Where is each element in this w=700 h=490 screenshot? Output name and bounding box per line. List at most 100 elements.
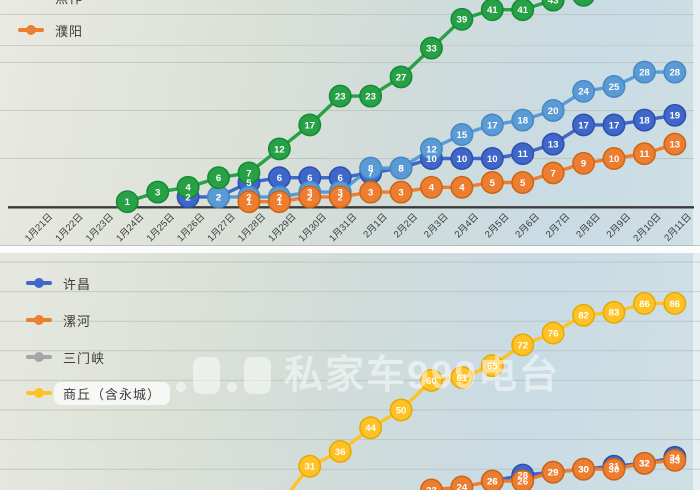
dark-blue-city-data-label: 19 <box>669 111 680 122</box>
shangqiu-data-point <box>480 354 504 378</box>
shangqiu-data-label: 82 <box>578 311 589 322</box>
puyang-data-label: 2 <box>338 192 343 203</box>
light-blue-city-data-point <box>541 99 565 122</box>
green-city-data-label: 43 <box>548 0 559 7</box>
light-blue-city-data-point <box>480 113 504 137</box>
x-axis-label: 1月27日 <box>206 211 238 244</box>
dark-blue-city-data-point <box>541 132 565 156</box>
light-blue-city-line <box>218 70 675 199</box>
luohe-data-label: 24 <box>457 482 468 490</box>
x-axis-label: 1月29日 <box>266 211 298 244</box>
light-blue-city-data-label: 24 <box>578 87 589 98</box>
luohe-data-point <box>572 457 596 481</box>
shangqiu-data-point <box>450 365 474 389</box>
watermark-logo-icon <box>244 357 271 394</box>
green-city-data-label: 33 <box>426 44 437 55</box>
x-axis-label: 1月24日 <box>114 211 146 244</box>
puyang-data-label: 5 <box>520 178 526 189</box>
green-city-data-label: 27 <box>396 72 407 83</box>
dark-blue-city-data-label: 18 <box>639 116 650 127</box>
light-blue-city-data-label: 2 <box>277 192 282 203</box>
x-axis-label: 2月10日 <box>631 211 663 244</box>
x-axis-label: 2月11日 <box>662 211 694 243</box>
legend-marker-icon <box>26 278 52 289</box>
x-axis-label: 1月25日 <box>145 211 177 244</box>
legend-item-xuchang: 许昌 <box>26 273 91 293</box>
light-blue-city-data-point <box>359 156 383 180</box>
dark-blue-city-data-point <box>663 103 687 127</box>
luohe-data-point <box>450 475 474 490</box>
shangqiu-data-label: 83 <box>609 308 620 319</box>
green-city-data-point <box>115 190 139 214</box>
x-axis-label: 1月26日 <box>175 211 207 244</box>
green-city-data-label: 7 <box>246 168 251 179</box>
xuchang-data-label: 34 <box>669 453 680 464</box>
green-city-data-point <box>511 0 535 22</box>
x-axis-label: 1月28日 <box>236 211 268 244</box>
green-city-data-point <box>176 175 200 199</box>
dark-blue-city-data-point <box>511 142 535 166</box>
dark-blue-city-data-label: 17 <box>578 120 589 131</box>
luohe-data-label: 23 <box>426 485 437 490</box>
light-blue-city-data-label: 17 <box>487 120 498 131</box>
shangqiu-data-point <box>420 368 443 392</box>
puyang-data-label: 11 <box>639 149 650 160</box>
bottom-chart-canvas: 2628293031323423242626293030323331364450… <box>0 261 700 490</box>
luohe-data-point <box>541 460 565 484</box>
shangqiu-data-point <box>328 439 352 463</box>
puyang-data-point <box>450 175 474 199</box>
watermark-dot-icon <box>176 382 186 392</box>
shangqiu-data-point <box>602 300 626 324</box>
x-axis-label: 1月30日 <box>297 211 329 244</box>
dark-blue-city-data-label: 10 <box>487 154 498 165</box>
green-city-data-point <box>359 84 383 108</box>
luohe-data-label: 32 <box>639 459 650 470</box>
light-blue-city-data-point <box>420 137 443 161</box>
xuchang-data-label: 26 <box>487 476 498 487</box>
legend-marker-icon <box>26 388 52 399</box>
legend-item-puyang: 濮阳 <box>18 20 83 40</box>
legend-label: 焦作 <box>55 0 83 7</box>
light-blue-city-data-label: 2 <box>216 192 221 203</box>
x-axis-label: 2月6日 <box>513 211 541 240</box>
dark-blue-city-data-label: 5 <box>246 178 252 189</box>
dark-blue-city-data-label: 10 <box>426 154 437 165</box>
puyang-data-point <box>541 161 565 185</box>
shangqiu-data-label: 60 <box>426 376 437 387</box>
dark-blue-city-data-label: 6 <box>338 173 343 184</box>
legend-item-sanmenxia: 三门峡 <box>26 347 105 367</box>
green-city-data-label: 3 <box>155 188 160 199</box>
xuchang-data-label: 31 <box>609 462 620 473</box>
light-blue-city-data-label: 8 <box>398 164 404 175</box>
dark-blue-city-data-label: 8 <box>398 164 404 175</box>
puyang-data-point <box>602 147 626 170</box>
dark-blue-city-data-label: 10 <box>457 154 468 165</box>
shangqiu-data-label: 86 <box>669 299 680 310</box>
x-axis-label: 1月22日 <box>53 211 85 244</box>
green-city-data-label: 12 <box>274 144 285 155</box>
green-city-data-point <box>298 113 322 137</box>
x-axis-label: 2月4日 <box>453 211 481 240</box>
dark-blue-city-data-label: 17 <box>609 120 620 131</box>
dark-blue-city-data-label: 6 <box>277 173 282 184</box>
puyang-data-point <box>632 142 656 166</box>
puyang-data-point <box>298 185 322 209</box>
shangqiu-data-point <box>663 291 687 315</box>
green-city-data-point <box>328 84 352 108</box>
shangqiu-data-point <box>541 321 565 345</box>
light-blue-city-data-point <box>511 108 535 132</box>
luohe-data-label: 26 <box>517 476 528 487</box>
legend-label: 濮阳 <box>55 23 84 39</box>
green-city-data-point <box>450 7 474 31</box>
green-city-data-label: 23 <box>335 92 346 103</box>
light-blue-city-data-label: 28 <box>639 68 650 79</box>
green-city-data-point <box>146 180 170 204</box>
xuchang-data-label: 32 <box>639 459 650 470</box>
dark-blue-city-data-label: 6 <box>307 173 312 184</box>
shangqiu-data-label: 72 <box>517 340 528 351</box>
shangqiu-data-label: 44 <box>365 423 376 434</box>
puyang-data-label: 7 <box>550 168 555 179</box>
legend-label: 许昌 <box>63 276 92 292</box>
puyang-data-point <box>389 180 413 204</box>
